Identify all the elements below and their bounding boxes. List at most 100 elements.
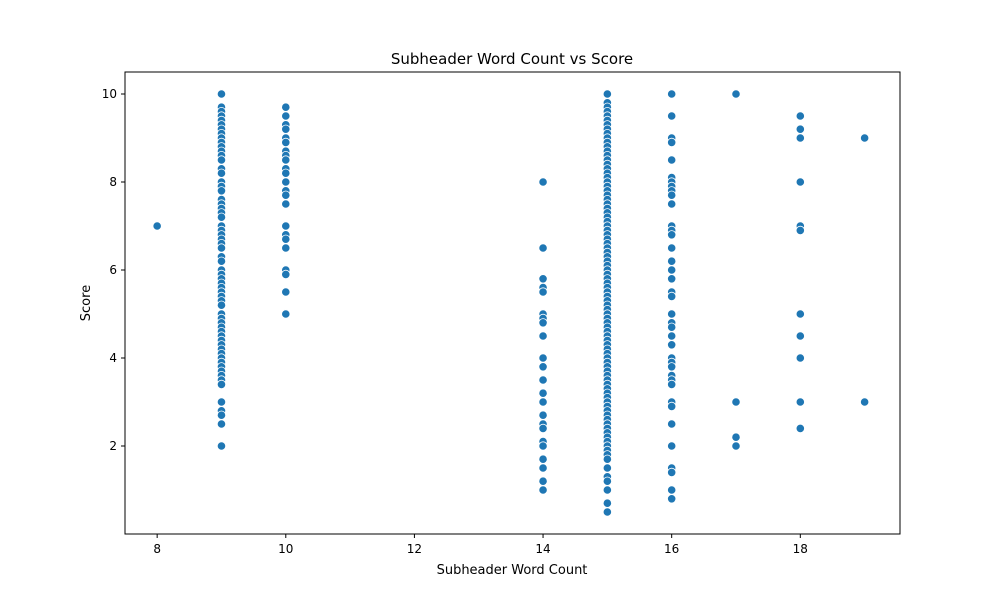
- scatter-point: [538, 274, 548, 284]
- scatter-point: [216, 243, 227, 253]
- scatter-point: [281, 287, 291, 297]
- scatter-point: [667, 155, 677, 165]
- scatter-point: [731, 397, 741, 407]
- scatter-point: [281, 155, 291, 165]
- scatter-point: [281, 111, 291, 121]
- scatter-point: [667, 401, 677, 411]
- scatter-point: [667, 362, 677, 372]
- scatter-point: [602, 485, 612, 495]
- scatter-point: [602, 463, 612, 473]
- scatter-point: [216, 410, 227, 420]
- scatter-point: [538, 243, 548, 253]
- scatter-point: [602, 507, 612, 517]
- scatter-point: [538, 362, 548, 372]
- plot-frame: [124, 71, 901, 535]
- scatter-point: [667, 243, 677, 253]
- scatter-point: [281, 190, 291, 200]
- scatter-point: [281, 102, 291, 112]
- scatter-point: [281, 234, 291, 244]
- scatter-point: [795, 177, 805, 187]
- scatter-point: [795, 133, 805, 143]
- y-axis-ticks: 2 4 6 8 10: [102, 87, 125, 453]
- x-tick-label: 16: [664, 542, 679, 556]
- scatter-point: [731, 432, 741, 442]
- scatter-point: [281, 269, 291, 279]
- scatter-point: [216, 379, 227, 389]
- scatter-point: [538, 353, 548, 363]
- scatter-point: [795, 423, 805, 433]
- scatter-point: [281, 137, 291, 147]
- scatter-point: [281, 177, 291, 187]
- x-tick-label: 14: [535, 542, 550, 556]
- scatter-point: [795, 353, 805, 363]
- scatter-point: [281, 309, 291, 319]
- scatter-point: [667, 331, 677, 341]
- scatter-point: [538, 454, 548, 464]
- x-axis-ticks: 8 10 12 14 16 18: [153, 534, 808, 556]
- scatter-point: [860, 397, 870, 407]
- scatter-point: [538, 476, 548, 486]
- scatter-point: [216, 155, 227, 165]
- scatter-point: [538, 318, 548, 328]
- scatter-point: [281, 124, 291, 134]
- scatter-point: [538, 485, 548, 495]
- scatter-point: [538, 287, 548, 297]
- scatter-point: [795, 397, 805, 407]
- scatter-point: [667, 485, 677, 495]
- points-layer: [152, 89, 870, 517]
- chart-title: Subheader Word Count vs Score: [391, 50, 633, 68]
- scatter-point: [667, 441, 677, 451]
- scatter-point: [667, 256, 677, 266]
- scatter-point: [795, 331, 805, 341]
- scatter-point: [667, 89, 677, 99]
- scatter-point: [667, 199, 677, 209]
- y-tick-label: 4: [109, 351, 117, 365]
- scatter-point: [602, 498, 612, 508]
- x-tick-label: 8: [153, 542, 161, 556]
- scatter-point: [667, 265, 677, 275]
- x-tick-label: 18: [793, 542, 808, 556]
- x-tick-label: 10: [278, 542, 293, 556]
- scatter-point: [538, 177, 548, 187]
- scatter-point: [795, 124, 805, 134]
- scatter-point: [667, 322, 677, 332]
- scatter-point: [216, 212, 227, 222]
- y-tick-label: 2: [109, 439, 117, 453]
- scatter-point: [731, 441, 741, 451]
- scatter-point: [667, 291, 677, 301]
- scatter-point: [602, 476, 612, 486]
- scatter-point: [667, 494, 677, 504]
- scatter-point: [281, 221, 291, 231]
- scatter-point: [667, 137, 677, 147]
- scatter-point: [538, 388, 548, 398]
- x-tick-label: 12: [407, 542, 422, 556]
- scatter-point: [667, 340, 677, 350]
- scatter-point: [152, 221, 162, 231]
- scatter-point: [281, 168, 291, 178]
- y-tick-label: 6: [109, 263, 117, 277]
- scatter-point: [281, 199, 291, 209]
- scatter-point: [538, 397, 548, 407]
- scatter-point: [216, 441, 227, 451]
- scatter-point: [216, 89, 227, 99]
- scatter-point: [538, 463, 548, 473]
- scatter-point: [602, 89, 612, 99]
- y-tick-label: 8: [109, 175, 117, 189]
- scatter-point: [795, 225, 805, 235]
- x-axis-label: Subheader Word Count: [437, 563, 588, 578]
- scatter-point: [795, 309, 805, 319]
- scatter-point: [281, 243, 291, 253]
- y-tick-label: 10: [102, 87, 117, 101]
- y-axis-label: Score: [79, 285, 94, 321]
- scatter-point: [667, 309, 677, 319]
- scatter-point: [538, 375, 548, 385]
- scatter-point: [538, 423, 548, 433]
- scatter-point: [216, 300, 227, 310]
- scatter-point: [667, 190, 677, 200]
- scatter-point: [860, 133, 870, 143]
- scatter-point: [667, 379, 677, 389]
- scatter-point: [216, 397, 227, 407]
